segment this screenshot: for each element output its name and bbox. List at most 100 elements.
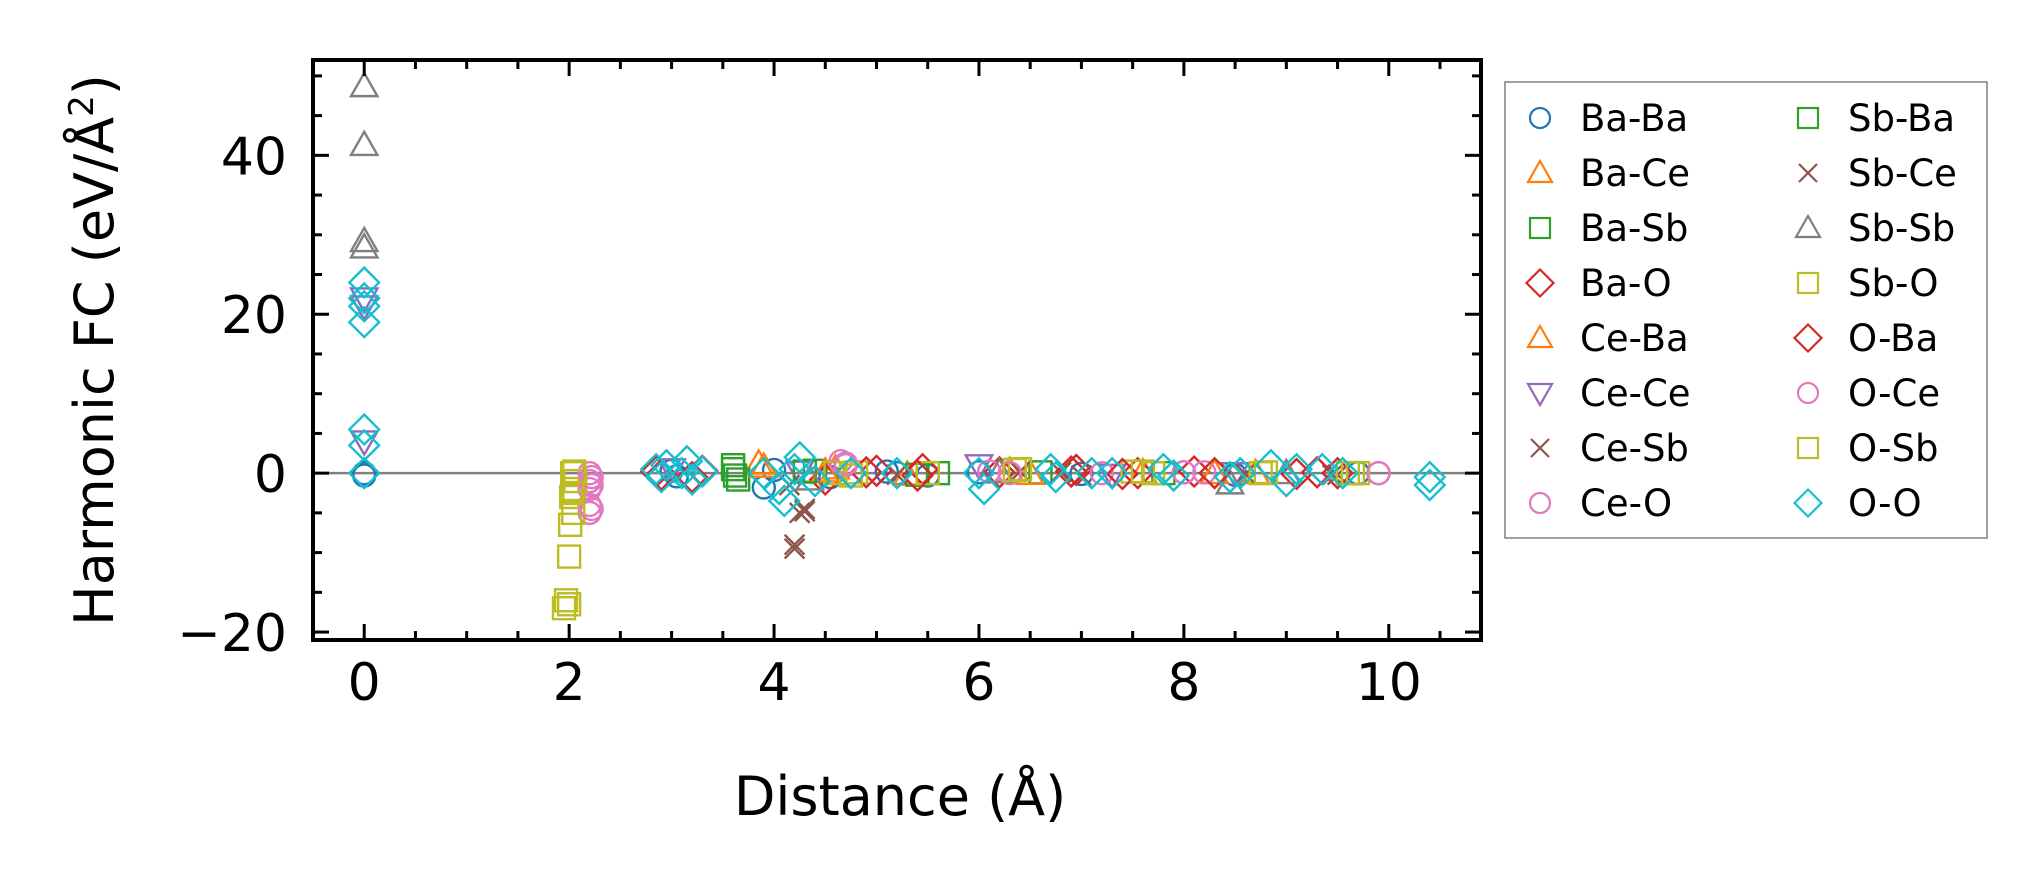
legend-entry: Ba-O bbox=[1524, 262, 1672, 305]
data-point bbox=[967, 472, 1001, 506]
y-axis-title-superscript: 2 bbox=[62, 95, 102, 117]
legend-label: O-O bbox=[1848, 482, 1922, 525]
y-tick-label: 20 bbox=[221, 286, 287, 346]
legend-label: Ba-Sb bbox=[1580, 207, 1688, 250]
legend-label: Ce-Ce bbox=[1580, 372, 1691, 415]
data-point bbox=[347, 305, 381, 339]
data-point bbox=[685, 455, 719, 489]
data-point bbox=[348, 70, 380, 98]
legend-label: Ce-O bbox=[1580, 482, 1672, 525]
data-point bbox=[1171, 460, 1197, 485]
legend-entry: Ba-Ce bbox=[1526, 152, 1690, 195]
data-point bbox=[722, 463, 748, 488]
data-point bbox=[656, 458, 687, 485]
data-point bbox=[347, 428, 381, 462]
legend-label: Ce-Ba bbox=[1580, 317, 1689, 360]
data-point bbox=[720, 456, 746, 482]
data-point bbox=[1177, 455, 1211, 489]
legend-entry: Sb-Ce bbox=[1798, 152, 1957, 195]
y-tick-label: 0 bbox=[254, 445, 287, 505]
data-point bbox=[1095, 456, 1129, 490]
legend-marker bbox=[1796, 106, 1820, 130]
legend-label: Ce-Sb bbox=[1580, 427, 1689, 470]
tick-labels: 0 2 4 6 8 10 −20 0 20 40 bbox=[177, 127, 1422, 713]
data-point bbox=[644, 460, 678, 494]
legend-marker bbox=[1526, 382, 1554, 408]
data-point bbox=[762, 472, 796, 506]
legend-entry: Ce-Sb bbox=[1530, 427, 1689, 470]
data-point bbox=[1326, 456, 1360, 490]
data-point bbox=[1089, 460, 1115, 486]
x-axis-title: Distance (Å) bbox=[734, 764, 1066, 828]
y-tick-label: 40 bbox=[221, 127, 287, 187]
data-point bbox=[560, 460, 585, 486]
legend-entry: Sb-Ba bbox=[1796, 97, 1955, 140]
legend-entry: Ba-Ba bbox=[1528, 97, 1688, 140]
data-point bbox=[579, 464, 604, 490]
data-point bbox=[347, 289, 381, 323]
data-point bbox=[675, 462, 709, 497]
series-O-O bbox=[347, 265, 1447, 518]
data-point bbox=[1039, 460, 1073, 494]
data-point bbox=[783, 533, 806, 556]
plot-frame bbox=[311, 58, 1483, 642]
legend-label: Sb-Ce bbox=[1848, 152, 1957, 195]
data-point bbox=[966, 460, 992, 485]
legend-marker bbox=[1796, 271, 1820, 295]
x-tick-label: 8 bbox=[1167, 653, 1200, 713]
data-point bbox=[1269, 464, 1303, 498]
data-point bbox=[579, 472, 604, 498]
data-point bbox=[347, 412, 381, 446]
data-point bbox=[792, 459, 817, 484]
data-point bbox=[348, 225, 380, 253]
legend-entry: Sb-Sb bbox=[1794, 207, 1955, 250]
x-tick-label: 6 bbox=[962, 653, 995, 713]
legend-label: Sb-O bbox=[1848, 262, 1938, 305]
legend-entry: O-O bbox=[1792, 482, 1922, 525]
data-point bbox=[1223, 456, 1257, 490]
data-point bbox=[1130, 459, 1156, 484]
legend-marker bbox=[1798, 163, 1818, 183]
legend-entry: Ce-Ce bbox=[1526, 372, 1691, 415]
data-point bbox=[874, 459, 899, 484]
legend-label: Sb-Ba bbox=[1848, 97, 1955, 140]
legend-entry: O-Ba bbox=[1792, 317, 1938, 360]
legend-marker bbox=[1524, 267, 1556, 299]
data-point bbox=[347, 456, 381, 490]
legend-label: Ba-Ba bbox=[1580, 97, 1688, 140]
legend-marker bbox=[1794, 213, 1822, 239]
legend-marker bbox=[1792, 322, 1824, 354]
data-point bbox=[1280, 452, 1314, 486]
data-point bbox=[1213, 460, 1247, 494]
data-point bbox=[577, 460, 602, 486]
legend-marker bbox=[1528, 106, 1552, 130]
legend-marker bbox=[1528, 491, 1552, 515]
data-point bbox=[880, 456, 914, 490]
legend-marker bbox=[1792, 487, 1824, 519]
data-point bbox=[962, 456, 996, 490]
legend-label: O-Sb bbox=[1848, 427, 1938, 470]
data-point bbox=[1157, 458, 1191, 493]
data-point bbox=[1234, 463, 1257, 485]
data-point bbox=[347, 281, 381, 315]
data-marks bbox=[347, 70, 1447, 621]
data-point bbox=[556, 544, 582, 569]
data-point bbox=[783, 537, 806, 560]
x-tick-label: 2 bbox=[553, 653, 586, 713]
legend-entry: Sb-O bbox=[1796, 262, 1938, 305]
data-point bbox=[834, 456, 868, 490]
data-point bbox=[798, 464, 832, 498]
data-point bbox=[348, 129, 380, 157]
data-point bbox=[1121, 456, 1155, 490]
legend-label: Ba-Ce bbox=[1580, 152, 1690, 195]
legend-label: O-Ce bbox=[1848, 372, 1940, 415]
data-point bbox=[1096, 463, 1128, 491]
legend-marker bbox=[1526, 158, 1554, 184]
data-point bbox=[743, 447, 774, 475]
data-point bbox=[997, 460, 1022, 486]
y-tick-label: −20 bbox=[177, 604, 287, 664]
x-tick-label: 10 bbox=[1356, 653, 1422, 713]
data-point bbox=[579, 496, 604, 522]
legend-entry: O-Sb bbox=[1796, 427, 1938, 470]
